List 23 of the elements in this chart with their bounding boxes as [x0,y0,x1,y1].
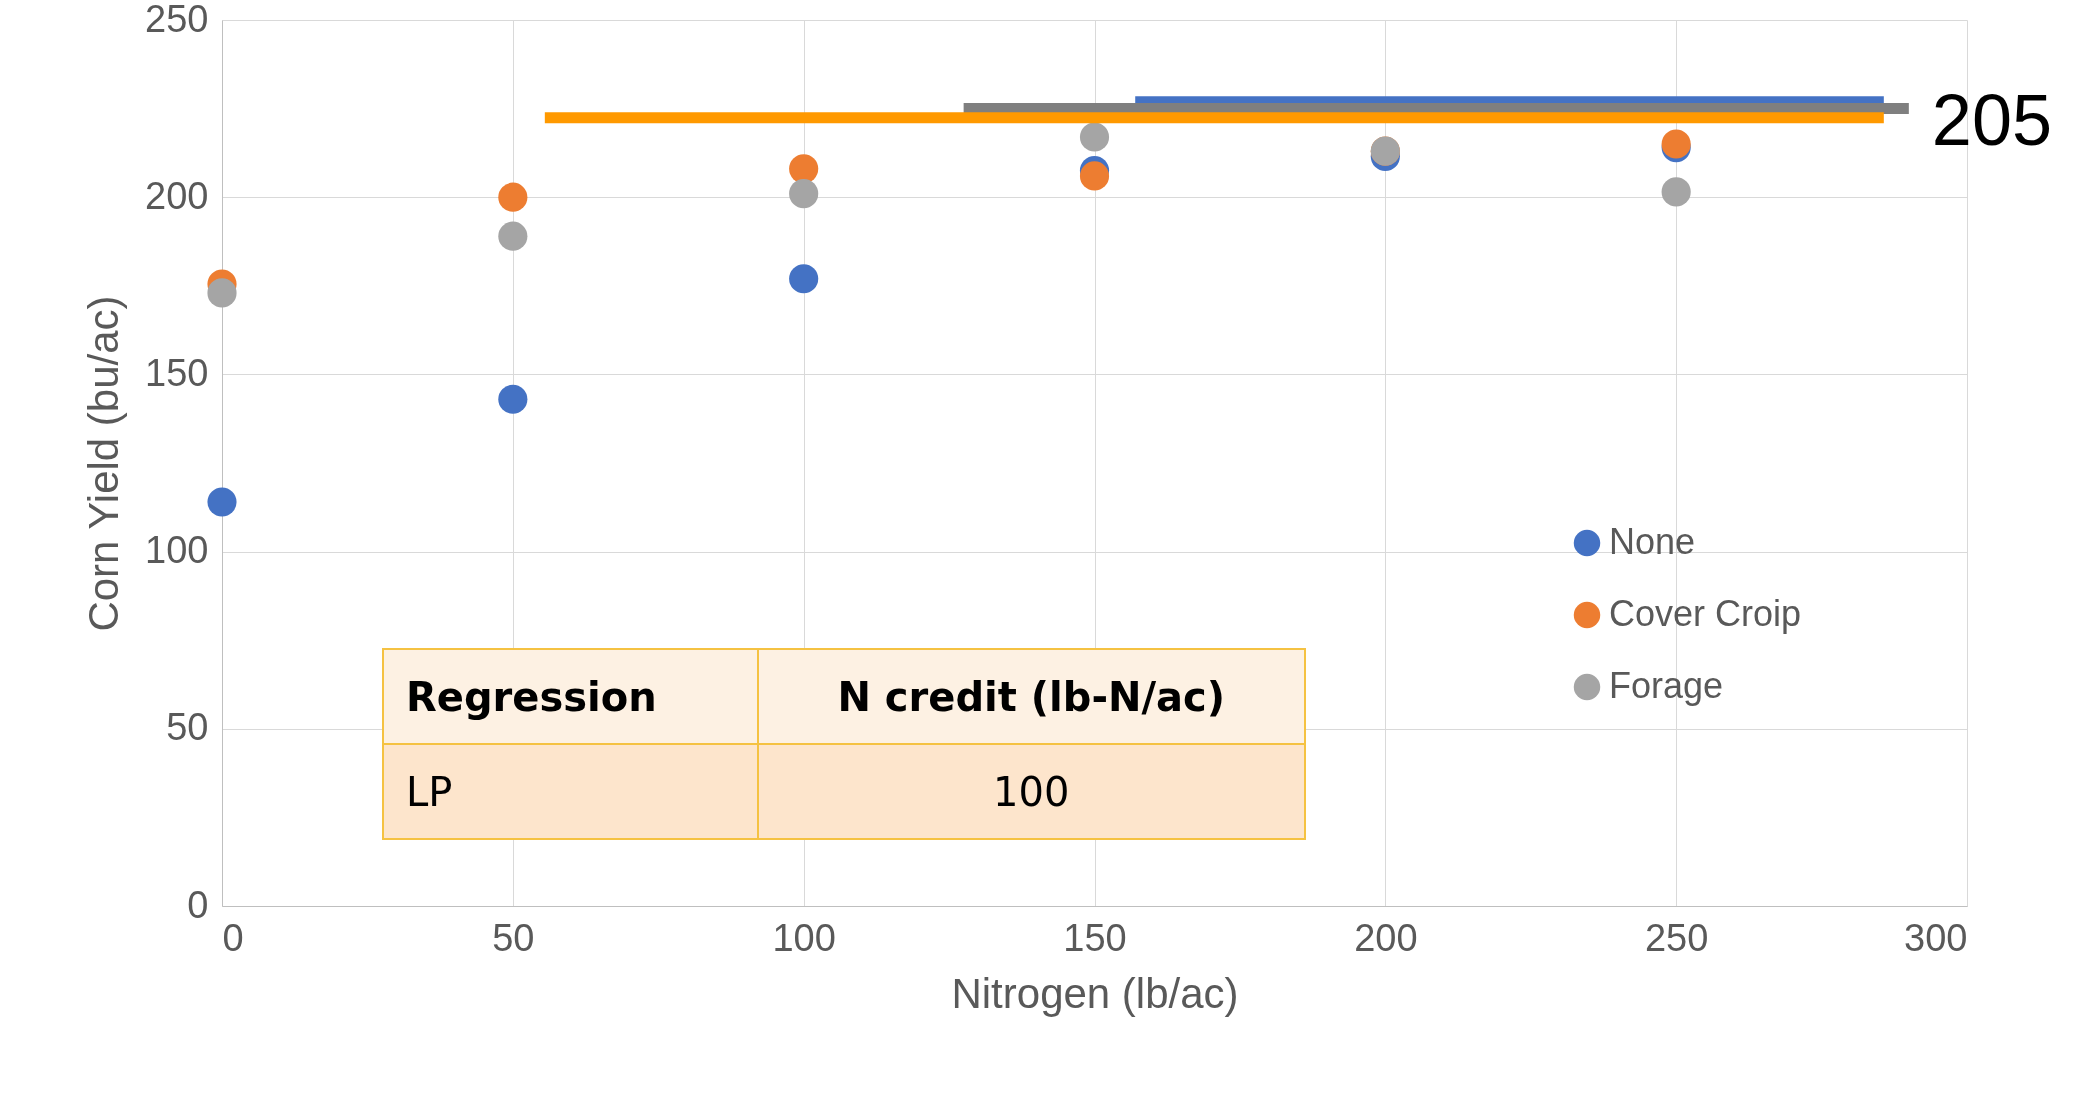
annotation: 205 [1931,79,2052,160]
x-tick-label: 100 [772,916,836,959]
x-tick-label: 0 [222,916,244,959]
x-tick-label: 150 [1063,916,1127,959]
y-tick-label: 250 [145,0,209,40]
x-tick-label: 50 [492,916,535,959]
x-tick-label: 200 [1354,916,1418,959]
x-tick-label: 250 [1644,916,1709,959]
legend-label: Forage [1609,665,1724,706]
annotation: Regression [383,649,758,744]
y-tick-label: 0 [187,883,209,926]
annotation: LP [383,744,758,839]
x-tick-label: 300 [1904,916,1968,959]
x-axis-title: Nitrogen (lb/ac) [951,969,1239,1017]
y-tick-label: 150 [145,351,209,394]
annotation: 100 [757,744,1305,839]
y-axis-title: Corn Yield (bu/ac) [80,295,128,632]
y-tick-label: 50 [166,706,209,749]
annotation: N credit (lb-N/ac) [757,649,1305,744]
legend-label: Cover Croip [1609,593,1802,634]
y-tick-label: 100 [145,529,209,572]
legend-label: None [1609,521,1696,562]
y-tick-label: 200 [145,174,209,217]
